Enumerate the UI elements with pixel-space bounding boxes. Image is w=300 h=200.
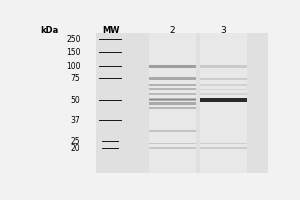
FancyBboxPatch shape (149, 33, 196, 173)
FancyBboxPatch shape (99, 78, 122, 79)
Text: MW: MW (102, 26, 119, 35)
FancyBboxPatch shape (149, 65, 196, 68)
FancyBboxPatch shape (149, 93, 196, 95)
FancyBboxPatch shape (149, 77, 196, 80)
FancyBboxPatch shape (99, 120, 122, 121)
FancyBboxPatch shape (149, 99, 196, 101)
FancyBboxPatch shape (200, 143, 247, 144)
FancyBboxPatch shape (149, 98, 196, 100)
FancyBboxPatch shape (149, 147, 196, 149)
FancyBboxPatch shape (99, 52, 122, 53)
Text: 3: 3 (220, 26, 226, 35)
FancyBboxPatch shape (200, 98, 247, 102)
FancyBboxPatch shape (149, 130, 196, 132)
FancyBboxPatch shape (149, 88, 196, 90)
FancyBboxPatch shape (149, 102, 196, 105)
Text: 25: 25 (71, 137, 80, 146)
FancyBboxPatch shape (99, 39, 122, 40)
Text: 20: 20 (71, 144, 80, 153)
Text: 50: 50 (71, 96, 80, 105)
Text: 100: 100 (66, 62, 80, 71)
Text: 2: 2 (169, 26, 175, 35)
FancyBboxPatch shape (200, 65, 247, 68)
FancyBboxPatch shape (149, 84, 196, 86)
FancyBboxPatch shape (149, 143, 196, 144)
Text: 75: 75 (71, 74, 80, 83)
FancyBboxPatch shape (200, 33, 247, 173)
FancyBboxPatch shape (102, 148, 119, 149)
FancyBboxPatch shape (96, 33, 268, 173)
Text: kDa: kDa (40, 26, 58, 35)
Text: 250: 250 (66, 35, 80, 44)
FancyBboxPatch shape (200, 84, 247, 86)
FancyBboxPatch shape (99, 66, 122, 67)
FancyBboxPatch shape (200, 89, 247, 90)
Text: 150: 150 (66, 48, 80, 57)
FancyBboxPatch shape (99, 100, 122, 101)
Text: 37: 37 (71, 116, 80, 125)
FancyBboxPatch shape (102, 141, 119, 142)
FancyBboxPatch shape (149, 107, 196, 109)
FancyBboxPatch shape (200, 93, 247, 95)
FancyBboxPatch shape (200, 147, 247, 149)
FancyBboxPatch shape (200, 78, 247, 80)
